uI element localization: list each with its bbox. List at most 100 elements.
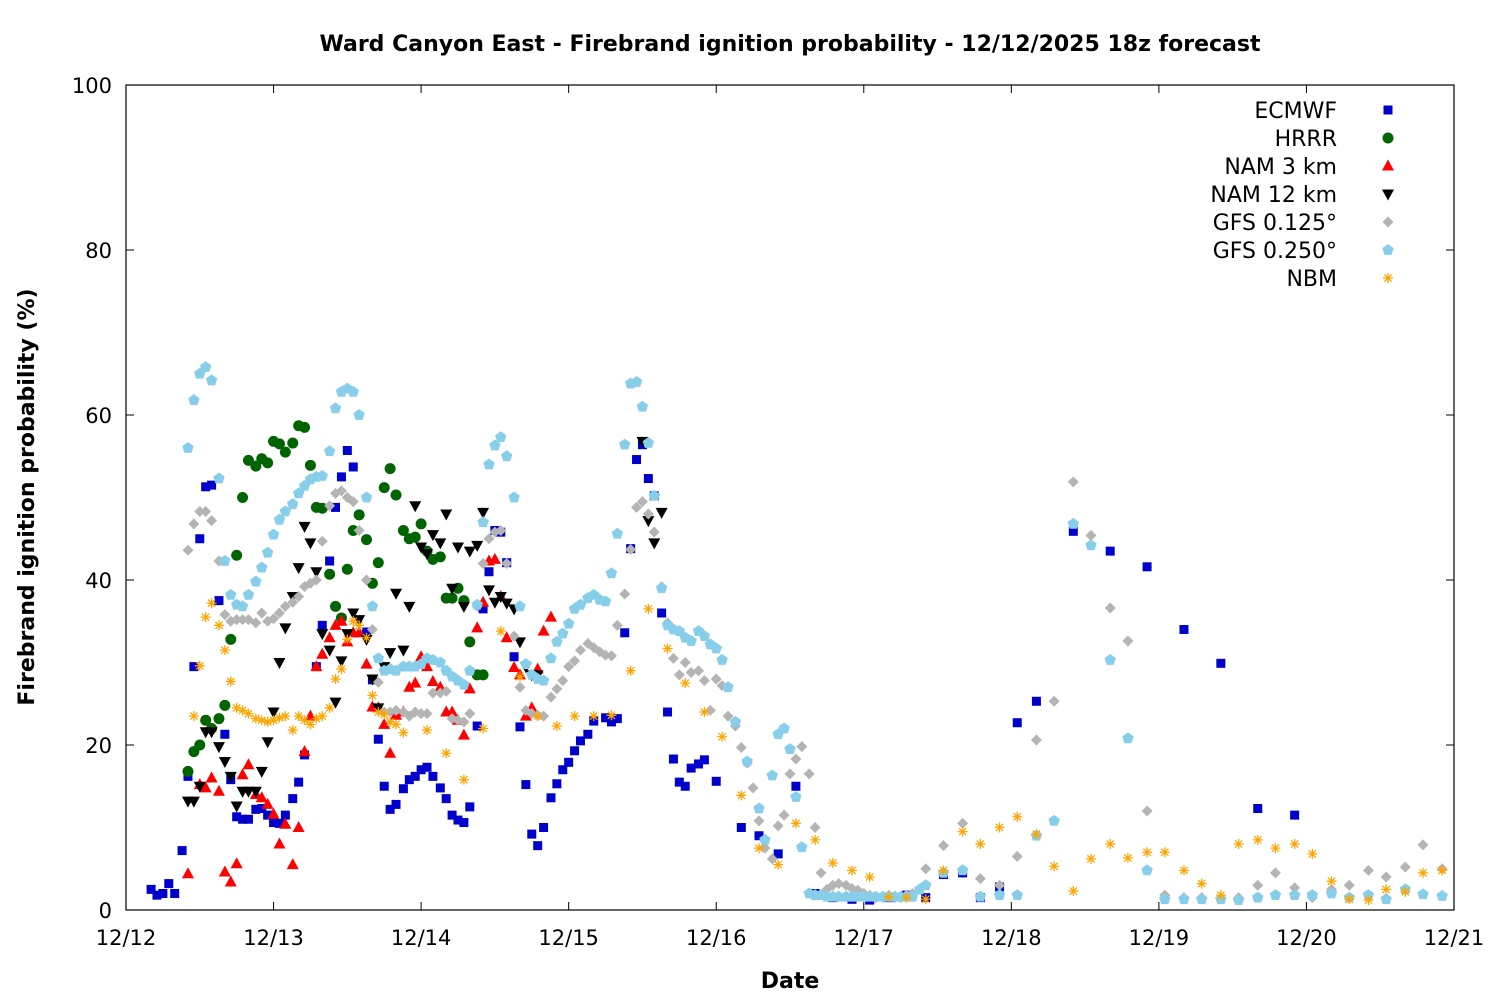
ecmwf-point <box>686 763 696 773</box>
nam-3-km-point <box>471 621 484 633</box>
legend-marker-ecmwf <box>1383 105 1393 115</box>
gfs-0-250-point <box>489 439 501 451</box>
gfs-0-250-point <box>920 879 932 891</box>
ecmwf-point <box>459 818 469 828</box>
ecmwf-point <box>791 781 801 791</box>
hrrr-point <box>477 669 489 681</box>
nbm-point <box>495 626 506 637</box>
gfs-0-250-point <box>611 527 624 539</box>
gfs-0-125-point <box>1104 602 1116 614</box>
ecmwf-point <box>1105 546 1115 556</box>
gfs-0-250-point <box>353 409 365 420</box>
gfs-0-125-point <box>994 879 1006 891</box>
legend-label-gfs-0-125: GFS 0.125° <box>1213 211 1337 236</box>
ecmwf-point <box>601 713 611 723</box>
gfs-0-125-point <box>545 691 557 703</box>
hrrr-point <box>415 518 427 530</box>
nam-12-km-point <box>384 648 397 660</box>
gfs-0-125-point <box>809 822 821 833</box>
gfs-0-125-point <box>833 878 845 890</box>
gfs-0-125-point <box>569 655 581 667</box>
gfs-0-125-point <box>790 753 802 765</box>
gfs-0-125-point <box>1269 867 1281 879</box>
gfs-0-125-point <box>361 574 373 586</box>
hrrr-point <box>341 563 353 575</box>
nbm-point <box>1012 811 1023 822</box>
gfs-0-125-point <box>1122 635 1134 647</box>
nam-3-km-point <box>298 745 311 757</box>
gfs-0-125-point <box>679 657 691 668</box>
gfs-0-125-point <box>390 704 402 716</box>
nam-3-km-point <box>267 807 280 819</box>
gfs-0-125-point <box>937 840 949 852</box>
ecmwf-point <box>201 482 211 492</box>
nbm-point <box>237 705 248 716</box>
gfs-0-125-point <box>316 535 328 547</box>
ecmwf-point <box>263 810 273 820</box>
nbm-point <box>256 715 267 726</box>
nbm-point <box>1178 865 1189 876</box>
x-tick-label: 12/18 <box>981 926 1042 950</box>
gfs-0-125-point <box>605 650 617 662</box>
nam-3-km-point <box>261 797 274 809</box>
nbm-point <box>274 712 285 723</box>
nbm-point <box>551 721 562 732</box>
ecmwf-point <box>699 755 709 765</box>
x-tick-label: 12/15 <box>538 926 599 950</box>
gfs-0-250-point <box>471 598 483 610</box>
ecmwf-point <box>606 717 616 727</box>
hrrr-point <box>434 551 446 563</box>
ecmwf-point <box>552 779 562 789</box>
gfs-0-125-point <box>1085 529 1097 541</box>
y-axis-label: Firebrand ignition probability (%) <box>15 288 40 705</box>
gfs-0-250-point <box>778 722 790 734</box>
hrrr-point <box>299 421 311 433</box>
gfs-0-250-point <box>551 635 563 647</box>
gfs-0-125-point <box>642 508 654 520</box>
x-tick-label: 12/16 <box>686 926 747 950</box>
nbm-point <box>625 665 636 676</box>
gfs-0-250-point <box>1269 889 1282 900</box>
gfs-0-125-point <box>1362 864 1374 876</box>
x-tick-label: 12/19 <box>1129 926 1190 950</box>
gfs-0-125-point <box>256 607 268 619</box>
gfs-0-250-point <box>273 513 286 525</box>
ecmwf-point <box>243 814 253 824</box>
series-nbm <box>188 598 1448 906</box>
gfs-0-125-point <box>753 815 765 827</box>
gfs-0-250-point <box>279 505 292 517</box>
nbm-point <box>293 711 304 722</box>
ecmwf-point <box>385 804 395 814</box>
ecmwf-point <box>674 777 684 787</box>
nam-3-km-point <box>205 771 218 783</box>
nbm-point <box>920 894 931 905</box>
gfs-0-125-point <box>310 574 322 586</box>
gfs-0-125-point <box>458 716 470 728</box>
gfs-0-250-point <box>1122 732 1134 744</box>
chart-title: Ward Canyon East - Firebrand ignition pr… <box>320 32 1261 57</box>
gfs-0-125-point <box>440 685 452 697</box>
ecmwf-point <box>195 534 205 544</box>
nam-12-km-point <box>415 542 428 554</box>
nbm-point <box>1418 867 1429 878</box>
hrrr-point <box>378 482 390 494</box>
ecmwf-point <box>207 480 217 490</box>
ecmwf-point <box>1068 526 1078 536</box>
nbm-point <box>1196 878 1207 889</box>
nbm-point <box>458 774 469 785</box>
ecmwf-point <box>680 781 690 791</box>
gfs-0-125-point <box>194 506 206 518</box>
ecmwf-point <box>391 799 401 809</box>
ecmwf-point <box>214 596 224 606</box>
nbm-point <box>606 710 617 721</box>
nbm-point <box>864 872 875 882</box>
x-tick-label: 12/13 <box>243 926 304 950</box>
nbm-point <box>1233 839 1244 849</box>
gfs-0-125-point <box>427 687 439 699</box>
gfs-0-250-point <box>483 458 495 470</box>
nbm-point <box>1252 834 1263 845</box>
y-tick-label: 20 <box>85 734 112 758</box>
nbm-point <box>1437 865 1448 876</box>
nam-12-km-point <box>310 567 323 579</box>
gfs-0-250-point <box>458 678 470 690</box>
